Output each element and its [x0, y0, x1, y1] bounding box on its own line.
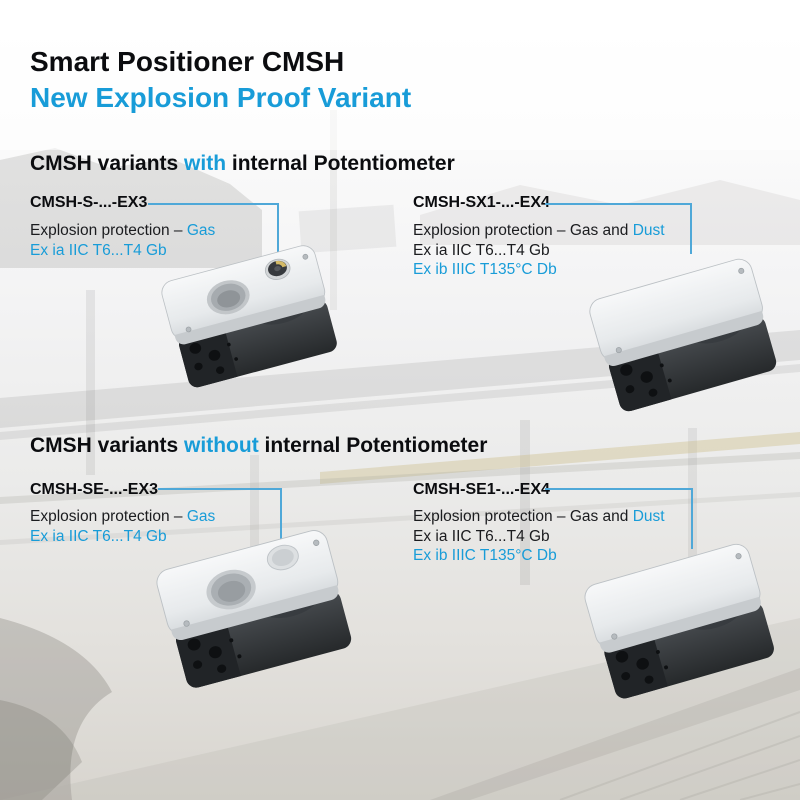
connector-line [545, 488, 693, 549]
protection-line: Explosion protection – Gas and Dust [413, 221, 665, 241]
protection-type: Gas [186, 508, 216, 525]
pneumatic-port [644, 675, 654, 684]
connector-line [545, 203, 692, 254]
heading-prefix: CMSH variants [30, 434, 185, 457]
cover-screw [611, 633, 618, 640]
protection-type: Dust [632, 222, 665, 239]
pneumatic-port [217, 664, 227, 673]
heading-accent: without [184, 434, 259, 457]
protection-text: Explosion protection – [30, 222, 187, 239]
pneumatic-port [625, 385, 635, 394]
page-subtitle: New Explosion Proof Variant [30, 82, 412, 113]
potentiometer-gold-marker [275, 260, 287, 268]
heading-accent: with [184, 152, 227, 175]
section-heading-without-potentiometer: CMSH variants without internal Potentiom… [30, 434, 487, 458]
section-heading-with-potentiometer: CMSH variants with internal Potentiomete… [30, 152, 455, 176]
pneumatic-port [187, 638, 201, 651]
product-model-label: CMSH-SE-...-EX3 [30, 481, 159, 498]
cover-screw [183, 620, 190, 627]
heading-prefix: CMSH variants [30, 152, 185, 175]
positioner-with-window [156, 530, 352, 688]
pneumatic-port [648, 388, 658, 397]
gas-certification-line: Ex ia IIC T6...T4 Gb [30, 241, 167, 259]
protection-type: Dust [632, 508, 665, 525]
dust-certification-line: Ex ib IIIC T135°C Db [413, 261, 557, 278]
gas-certification-line: Ex ia IIC T6...T4 Gb [413, 241, 550, 259]
pneumatic-port [636, 657, 649, 670]
cover-screw [738, 267, 745, 274]
pneumatic-port [208, 349, 221, 361]
heading-suffix: internal Potentiometer [226, 152, 455, 175]
connector-line [148, 203, 279, 254]
product-description: Explosion protection – Gas Ex ia IIC T6.… [30, 507, 215, 546]
heading-suffix: internal Potentiometer [258, 434, 488, 457]
protection-line: Explosion protection – Gas [30, 507, 215, 527]
pneumatic-port [208, 646, 222, 659]
protection-text: Explosion protection – Gas and [413, 508, 633, 525]
cover-screw [302, 253, 309, 260]
gas-certification-line: Ex ia IIC T6...T4 Gb [413, 527, 550, 545]
cover-screw [735, 553, 742, 560]
protection-type: Gas [186, 222, 216, 239]
product-image-cmsh-sx1 [580, 252, 792, 429]
protection-text: Explosion protection – Gas and [413, 222, 633, 239]
positioner-closed-cover [589, 258, 777, 412]
product-image-cmsh-s [152, 238, 352, 405]
cover-screw [185, 326, 192, 333]
product-description: Explosion protection – Gas Ex ia IIC T6.… [30, 221, 215, 260]
pneumatic-port [620, 364, 633, 376]
protection-line: Explosion protection – Gas and Dust [413, 507, 665, 527]
product-model-label: CMSH-SE1-...-EX4 [413, 481, 550, 498]
pneumatic-port [216, 366, 225, 374]
pneumatic-port [194, 362, 203, 371]
product-image-cmsh-se [146, 522, 368, 707]
product-model-label: CMSH-S-...-EX3 [30, 194, 148, 211]
product-model-label: CMSH-SX1-...-EX4 [413, 194, 550, 211]
pneumatic-port [621, 672, 631, 681]
positioner-closed-cover [584, 543, 774, 699]
connector-line [158, 488, 282, 546]
product-description: Explosion protection – Gas and Dust Ex i… [413, 221, 665, 280]
protection-text: Explosion protection – [30, 508, 187, 525]
cover-screw [313, 539, 320, 546]
pneumatic-port [615, 650, 629, 663]
product-image-cmsh-se1 [575, 537, 790, 716]
dust-certification-line: Ex ib IIIC T135°C Db [413, 547, 557, 564]
product-description: Explosion protection – Gas and Dust Ex i… [413, 507, 665, 566]
pneumatic-port [192, 660, 203, 669]
protection-line: Explosion protection – Gas [30, 221, 215, 241]
pneumatic-port [189, 342, 202, 354]
positioner-with-window-and-potentiometer [161, 245, 337, 388]
pneumatic-port [640, 371, 653, 383]
page-title: Smart Positioner CMSH [30, 46, 345, 77]
cover-screw [615, 347, 622, 354]
gas-certification-line: Ex ia IIC T6...T4 Gb [30, 527, 167, 545]
